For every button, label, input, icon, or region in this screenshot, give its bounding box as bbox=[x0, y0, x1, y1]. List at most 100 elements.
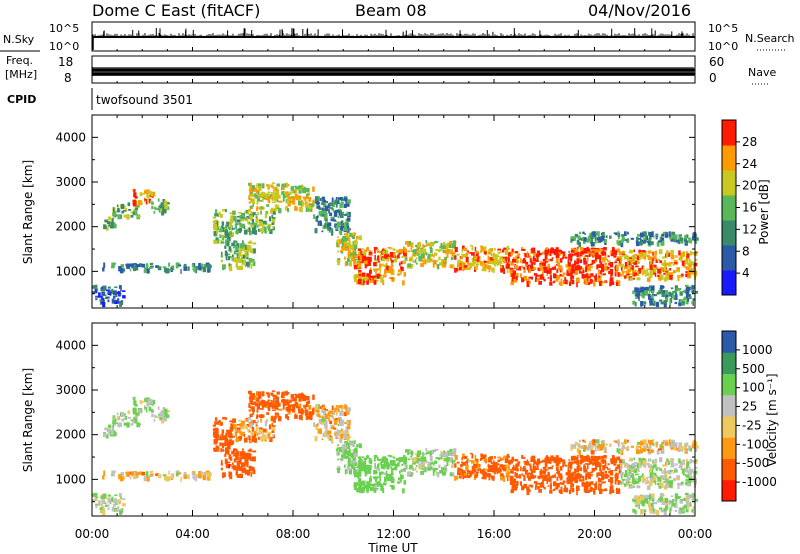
echo-cell bbox=[559, 258, 563, 263]
echo-cell bbox=[372, 476, 377, 479]
echo-cell bbox=[162, 206, 165, 211]
echo-cell bbox=[624, 275, 627, 279]
echo-cell bbox=[271, 195, 276, 201]
echo-cell bbox=[529, 465, 532, 471]
echo-cell bbox=[535, 484, 538, 488]
echo-cell bbox=[102, 475, 105, 480]
echo-cell bbox=[511, 456, 514, 460]
echo-cell bbox=[603, 239, 607, 243]
echo-cell bbox=[595, 439, 599, 444]
echo-cell bbox=[444, 464, 447, 469]
echo-cell bbox=[596, 472, 599, 478]
echo-cell bbox=[497, 456, 501, 459]
echo-cell bbox=[247, 449, 251, 452]
echo-cell bbox=[235, 457, 239, 461]
echo-cell bbox=[233, 250, 237, 255]
echo-cell bbox=[146, 476, 150, 482]
echo-cell bbox=[661, 471, 663, 474]
echo-cell bbox=[117, 214, 121, 220]
echo-cell bbox=[660, 475, 663, 479]
echo-cell bbox=[268, 424, 272, 430]
echo-cell bbox=[435, 249, 440, 251]
freq-panel: Freq. [MHz] 18 8 60 0 Nave bbox=[5, 54, 776, 85]
echo-cell bbox=[341, 239, 345, 242]
echo-cell bbox=[334, 199, 338, 205]
echo-cell bbox=[164, 408, 168, 414]
echo-cell bbox=[244, 249, 247, 255]
echo-cell bbox=[344, 237, 348, 242]
echo-cell bbox=[107, 432, 111, 435]
echo-cell bbox=[590, 441, 593, 448]
echo-cell bbox=[510, 251, 514, 256]
echo-cell bbox=[449, 457, 454, 463]
echo-cell bbox=[305, 207, 308, 213]
echo-cell bbox=[380, 484, 383, 487]
echo-cell bbox=[652, 443, 655, 446]
echo-cell bbox=[374, 467, 379, 470]
echo-cell bbox=[536, 274, 540, 277]
echo-cell bbox=[332, 201, 336, 208]
echo-cell bbox=[357, 456, 362, 459]
echo-cell bbox=[549, 466, 553, 470]
echo-cell bbox=[680, 498, 684, 501]
echo-cell bbox=[213, 223, 217, 229]
echo-cell bbox=[229, 219, 234, 224]
echo-cell bbox=[646, 462, 650, 466]
echo-cell bbox=[637, 441, 641, 445]
echo-cell bbox=[386, 258, 390, 262]
echo-cell bbox=[639, 449, 643, 454]
echo-cell bbox=[444, 256, 447, 261]
echo-cell bbox=[624, 464, 628, 468]
echo-cell bbox=[249, 413, 253, 418]
echo-cell bbox=[396, 249, 399, 253]
echo-cell bbox=[681, 468, 685, 474]
echo-cell bbox=[576, 459, 580, 466]
echo-cell bbox=[532, 475, 537, 479]
echo-cell bbox=[663, 509, 667, 516]
echo-cell bbox=[416, 454, 420, 458]
echo-cell bbox=[357, 470, 362, 476]
echo-cell bbox=[636, 503, 640, 507]
echo-cell bbox=[260, 210, 262, 215]
echo-cell bbox=[245, 417, 249, 422]
echo-cell bbox=[266, 402, 270, 405]
echo-cell bbox=[546, 248, 550, 254]
echo-cell bbox=[603, 455, 607, 459]
echo-cell bbox=[615, 232, 619, 236]
echo-cell bbox=[384, 476, 387, 483]
echo-cell bbox=[609, 268, 614, 274]
echo-cell bbox=[324, 217, 327, 221]
echo-cell bbox=[677, 446, 680, 453]
echo-cell bbox=[341, 419, 345, 423]
echo-cell bbox=[589, 263, 593, 266]
echo-cell bbox=[483, 246, 487, 250]
echo-cell bbox=[580, 259, 583, 264]
echo-cell bbox=[235, 467, 238, 473]
echo-cell bbox=[621, 478, 626, 481]
echo-cell bbox=[337, 423, 340, 427]
echo-cell bbox=[248, 258, 251, 261]
echo-cell bbox=[398, 457, 403, 460]
echo-cell bbox=[238, 258, 243, 261]
echo-cell bbox=[617, 272, 620, 277]
echo-cell bbox=[526, 251, 529, 257]
echo-cell bbox=[366, 279, 369, 285]
echo-cell bbox=[547, 471, 550, 477]
echo-cell bbox=[365, 456, 370, 459]
echo-cell bbox=[667, 470, 672, 475]
echo-cell bbox=[597, 439, 600, 445]
echo-cell bbox=[241, 465, 244, 467]
echo-cell bbox=[242, 448, 244, 454]
echo-cell bbox=[401, 255, 403, 258]
echo-cell bbox=[254, 187, 257, 192]
echo-cell bbox=[594, 460, 599, 466]
echo-cell bbox=[327, 430, 332, 435]
echo-cell bbox=[573, 236, 576, 241]
echo-cell bbox=[228, 454, 232, 460]
echo-cell bbox=[593, 253, 595, 258]
echo-cell bbox=[572, 277, 574, 280]
echo-cell bbox=[393, 460, 396, 466]
echo-cell bbox=[94, 492, 98, 497]
echo-cell bbox=[462, 470, 466, 476]
